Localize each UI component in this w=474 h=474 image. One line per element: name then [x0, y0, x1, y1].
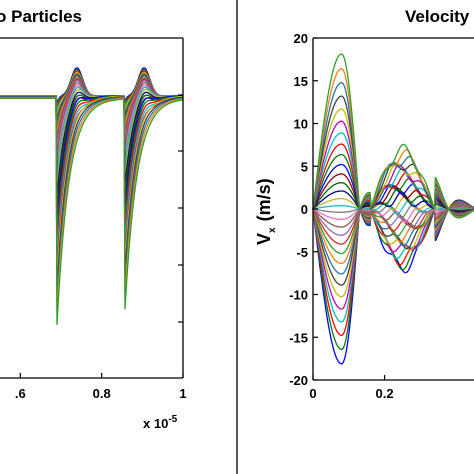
right-series-line — [312, 82, 474, 218]
left-x-multiplier: x 10-5 — [143, 414, 178, 431]
right-series-line — [312, 68, 474, 218]
right-y-tick-label: 0 — [301, 202, 308, 217]
right-y-tick-label: 10 — [294, 117, 308, 132]
right-x-ticks: 0 0.2 — [309, 375, 394, 401]
right-series-line — [312, 203, 474, 275]
left-series-line — [0, 95, 184, 277]
left-title: o Particles — [0, 7, 82, 26]
right-y-tick-label: 15 — [294, 74, 308, 89]
left-series-line — [0, 95, 184, 289]
left-x-tick-label: .6 — [15, 386, 26, 401]
left-series-line — [0, 96, 184, 246]
right-y-tick-label: 5 — [301, 159, 308, 174]
right-series-line — [312, 53, 474, 219]
right-y-tick-label: -10 — [289, 288, 308, 303]
right-y-ticks: 20 15 10 5 0 -5 -10 -15 -20 — [289, 31, 318, 388]
left-series-line — [0, 96, 184, 313]
left-series-line — [0, 96, 184, 257]
left-axes-frame — [0, 37, 184, 379]
right-x-tick-label: 0.2 — [376, 386, 394, 401]
right-series-line — [312, 203, 474, 286]
right-series-group — [312, 53, 474, 365]
left-panel: o Particles .6 0.8 1 x 10-5 — [0, 7, 187, 431]
left-series-line — [0, 97, 184, 268]
left-series-line — [0, 97, 184, 325]
right-x-tick-label: 0 — [309, 386, 316, 401]
right-y-tick-label: 20 — [294, 31, 308, 46]
left-series-group — [0, 67, 184, 325]
right-y-tick-label: -5 — [296, 245, 308, 260]
left-series-line — [0, 95, 184, 235]
left-x-tick-label: 1 — [179, 386, 186, 401]
right-series-line — [312, 200, 474, 336]
left-x-tick-label: 0.8 — [93, 386, 111, 401]
right-y-axis-label: Vx(m/s) — [254, 178, 278, 245]
right-title: Velocity — [405, 7, 470, 26]
left-series-line — [0, 96, 184, 301]
right-y-tick-label: -15 — [289, 330, 308, 345]
left-x-ticks: .6 0.8 1 — [15, 373, 187, 401]
right-y-tick-label: -20 — [289, 373, 308, 388]
